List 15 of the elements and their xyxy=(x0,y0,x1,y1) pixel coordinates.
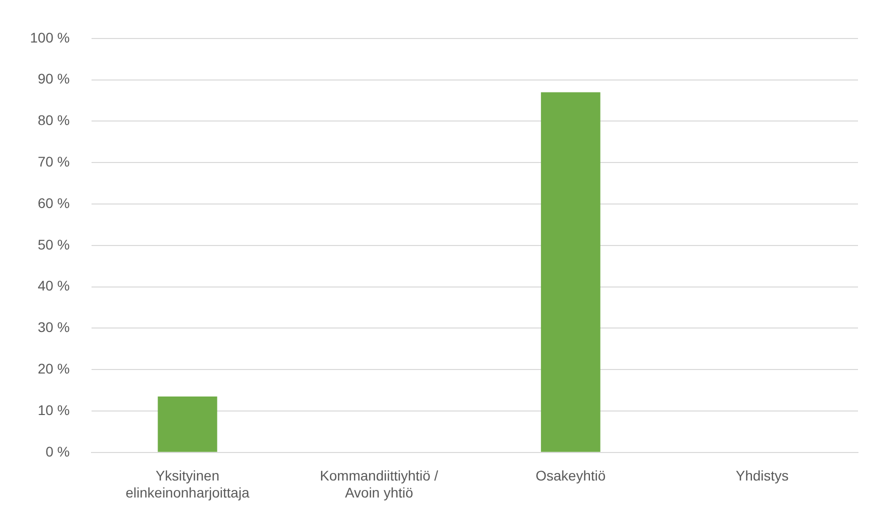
y-tick-label: 30 % xyxy=(38,319,70,336)
y-tick-label: 80 % xyxy=(38,112,70,128)
x-tick-label: Yhdistys xyxy=(736,468,789,484)
y-tick-label: 70 % xyxy=(38,153,70,170)
x-tick-label: Osakeyhtiö xyxy=(536,468,606,484)
x-tick-label: Yksityinen elinkeinonharjoittaja xyxy=(126,468,250,500)
y-tick-label: 90 % xyxy=(38,70,70,87)
y-tick-label: 0 % xyxy=(46,443,70,460)
y-tick-label: 50 % xyxy=(38,236,70,252)
x-tick-label: Kommandiittiyhtiö / Avoin yhtiö xyxy=(320,468,438,500)
y-tick-label: 100 % xyxy=(30,29,70,46)
y-tick-label: 10 % xyxy=(38,402,70,418)
y-tick-label: 20 % xyxy=(38,360,70,376)
y-tick-label: 60 % xyxy=(38,194,70,211)
y-tick-label: 40 % xyxy=(38,278,70,294)
